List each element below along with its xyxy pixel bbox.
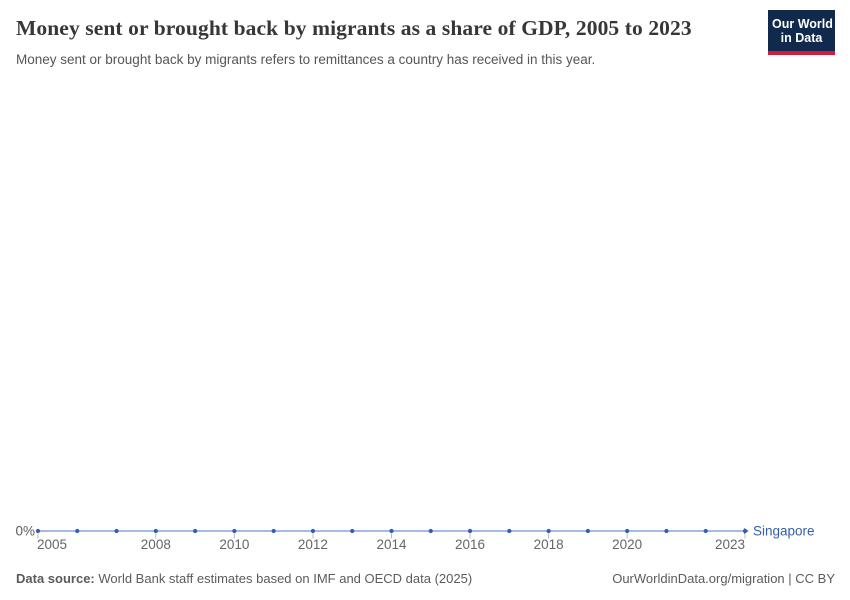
data-point-2007[interactable]	[114, 528, 119, 534]
chart-header: Money sent or brought back by migrants a…	[16, 14, 750, 69]
x-axis-tick-label: 2012	[298, 537, 328, 552]
data-point-2017[interactable]	[507, 528, 512, 534]
data-point-2008[interactable]	[153, 528, 158, 534]
data-source-text: World Bank staff estimates based on IMF …	[94, 571, 473, 586]
data-point-2016[interactable]	[467, 528, 473, 534]
chart-subtitle: Money sent or brought back by migrants r…	[16, 52, 596, 67]
data-source-label: Data source:	[16, 571, 95, 586]
chart-title: Money sent or brought back by migrants a…	[16, 16, 692, 40]
x-axis-tick-label: 2023	[715, 537, 745, 552]
data-point-2021[interactable]	[664, 528, 669, 534]
data-point-2013[interactable]	[350, 528, 355, 534]
data-point-2022[interactable]	[703, 528, 708, 534]
x-axis-tick-label: 2005	[37, 537, 67, 552]
x-axis-tick-label: 2008	[141, 537, 171, 552]
data-point-2005[interactable]	[35, 528, 41, 534]
line-chart-canvas: 0%2005 2008 2010 2012 2014 2016 2018 2020 2023 Si…	[15, 524, 815, 553]
data-point-2012[interactable]	[310, 528, 316, 534]
data-source-note: Data source: World Bank staff estimates …	[16, 571, 472, 587]
attribution-link[interactable]: OurWorldinData.org/migration | CC BY	[612, 571, 835, 586]
line-end-marker	[744, 528, 749, 534]
series-label-singapore[interactable]: Singapore	[753, 524, 815, 539]
data-point-2018[interactable]	[546, 528, 551, 534]
owid-logo[interactable]: Our World in Data	[768, 10, 835, 55]
data-point-2015[interactable]	[428, 528, 433, 534]
x-axis-tick-label: 2018	[534, 537, 564, 552]
data-point-2019[interactable]	[585, 528, 590, 534]
data-point-2010[interactable]	[232, 528, 237, 534]
owid-logo-line1: Our World	[772, 17, 833, 31]
data-point-2014[interactable]	[389, 528, 394, 534]
chart-plot-area: 0% 2005 2008 2010 2012 2014 2016 2018 2020 2023 Si…	[0, 95, 850, 565]
x-axis-tick-label: 2010	[219, 537, 249, 552]
data-point-2006[interactable]	[75, 528, 80, 534]
x-axis-tick-label: 2020	[612, 537, 642, 552]
x-axis-tick-label: 2014	[376, 537, 407, 552]
owid-logo-line2: in Data	[780, 31, 823, 45]
data-point-2009[interactable]	[193, 528, 198, 534]
x-axis-tick-label: 2016	[455, 537, 485, 552]
y-axis-tick-label: 0%	[15, 524, 35, 539]
data-point-2020[interactable]	[625, 528, 630, 534]
chart-footer: Data source: World Bank staff estimates …	[16, 571, 835, 587]
data-point-2011[interactable]	[271, 528, 276, 534]
